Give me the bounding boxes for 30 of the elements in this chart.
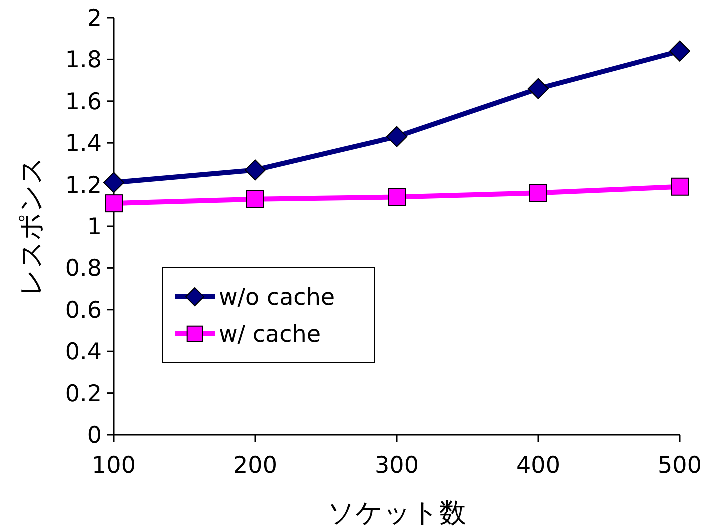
x-tick-label: 400 xyxy=(516,453,560,479)
x-tick-label: 100 xyxy=(92,453,136,479)
x-tick-label: 500 xyxy=(658,453,702,479)
legend-label: w/o cache xyxy=(219,285,336,311)
y-tick-label: 1.4 xyxy=(65,131,102,158)
y-tick-label: 1.8 xyxy=(65,48,102,74)
x-tick-label: 200 xyxy=(234,453,278,479)
point xyxy=(104,172,124,194)
point xyxy=(245,160,266,181)
x-tick-label: 300 xyxy=(375,453,419,479)
y-tick-label: 0.8 xyxy=(65,256,102,282)
y-tick-label: 0.4 xyxy=(65,340,102,366)
point xyxy=(670,40,690,62)
x-axis-title: ソケット数 xyxy=(328,498,466,528)
y-tick-label: 0.6 xyxy=(65,298,102,324)
y-tick-label: 2 xyxy=(87,6,102,32)
point xyxy=(528,78,549,100)
point xyxy=(530,184,548,202)
y-tick-label: 1 xyxy=(87,214,102,240)
y-tick-label: 1.6 xyxy=(65,89,102,116)
y-tick-label: 0.2 xyxy=(65,381,102,408)
point xyxy=(386,126,408,148)
point xyxy=(105,194,123,213)
y-axis-title: レスポンス xyxy=(16,156,46,296)
y-tick-label: 1.2 xyxy=(65,172,102,199)
point xyxy=(246,190,264,208)
legend-label: w/ cache xyxy=(219,322,321,348)
point xyxy=(388,188,406,206)
point xyxy=(671,178,689,196)
y-tick-label: 0 xyxy=(87,423,102,449)
